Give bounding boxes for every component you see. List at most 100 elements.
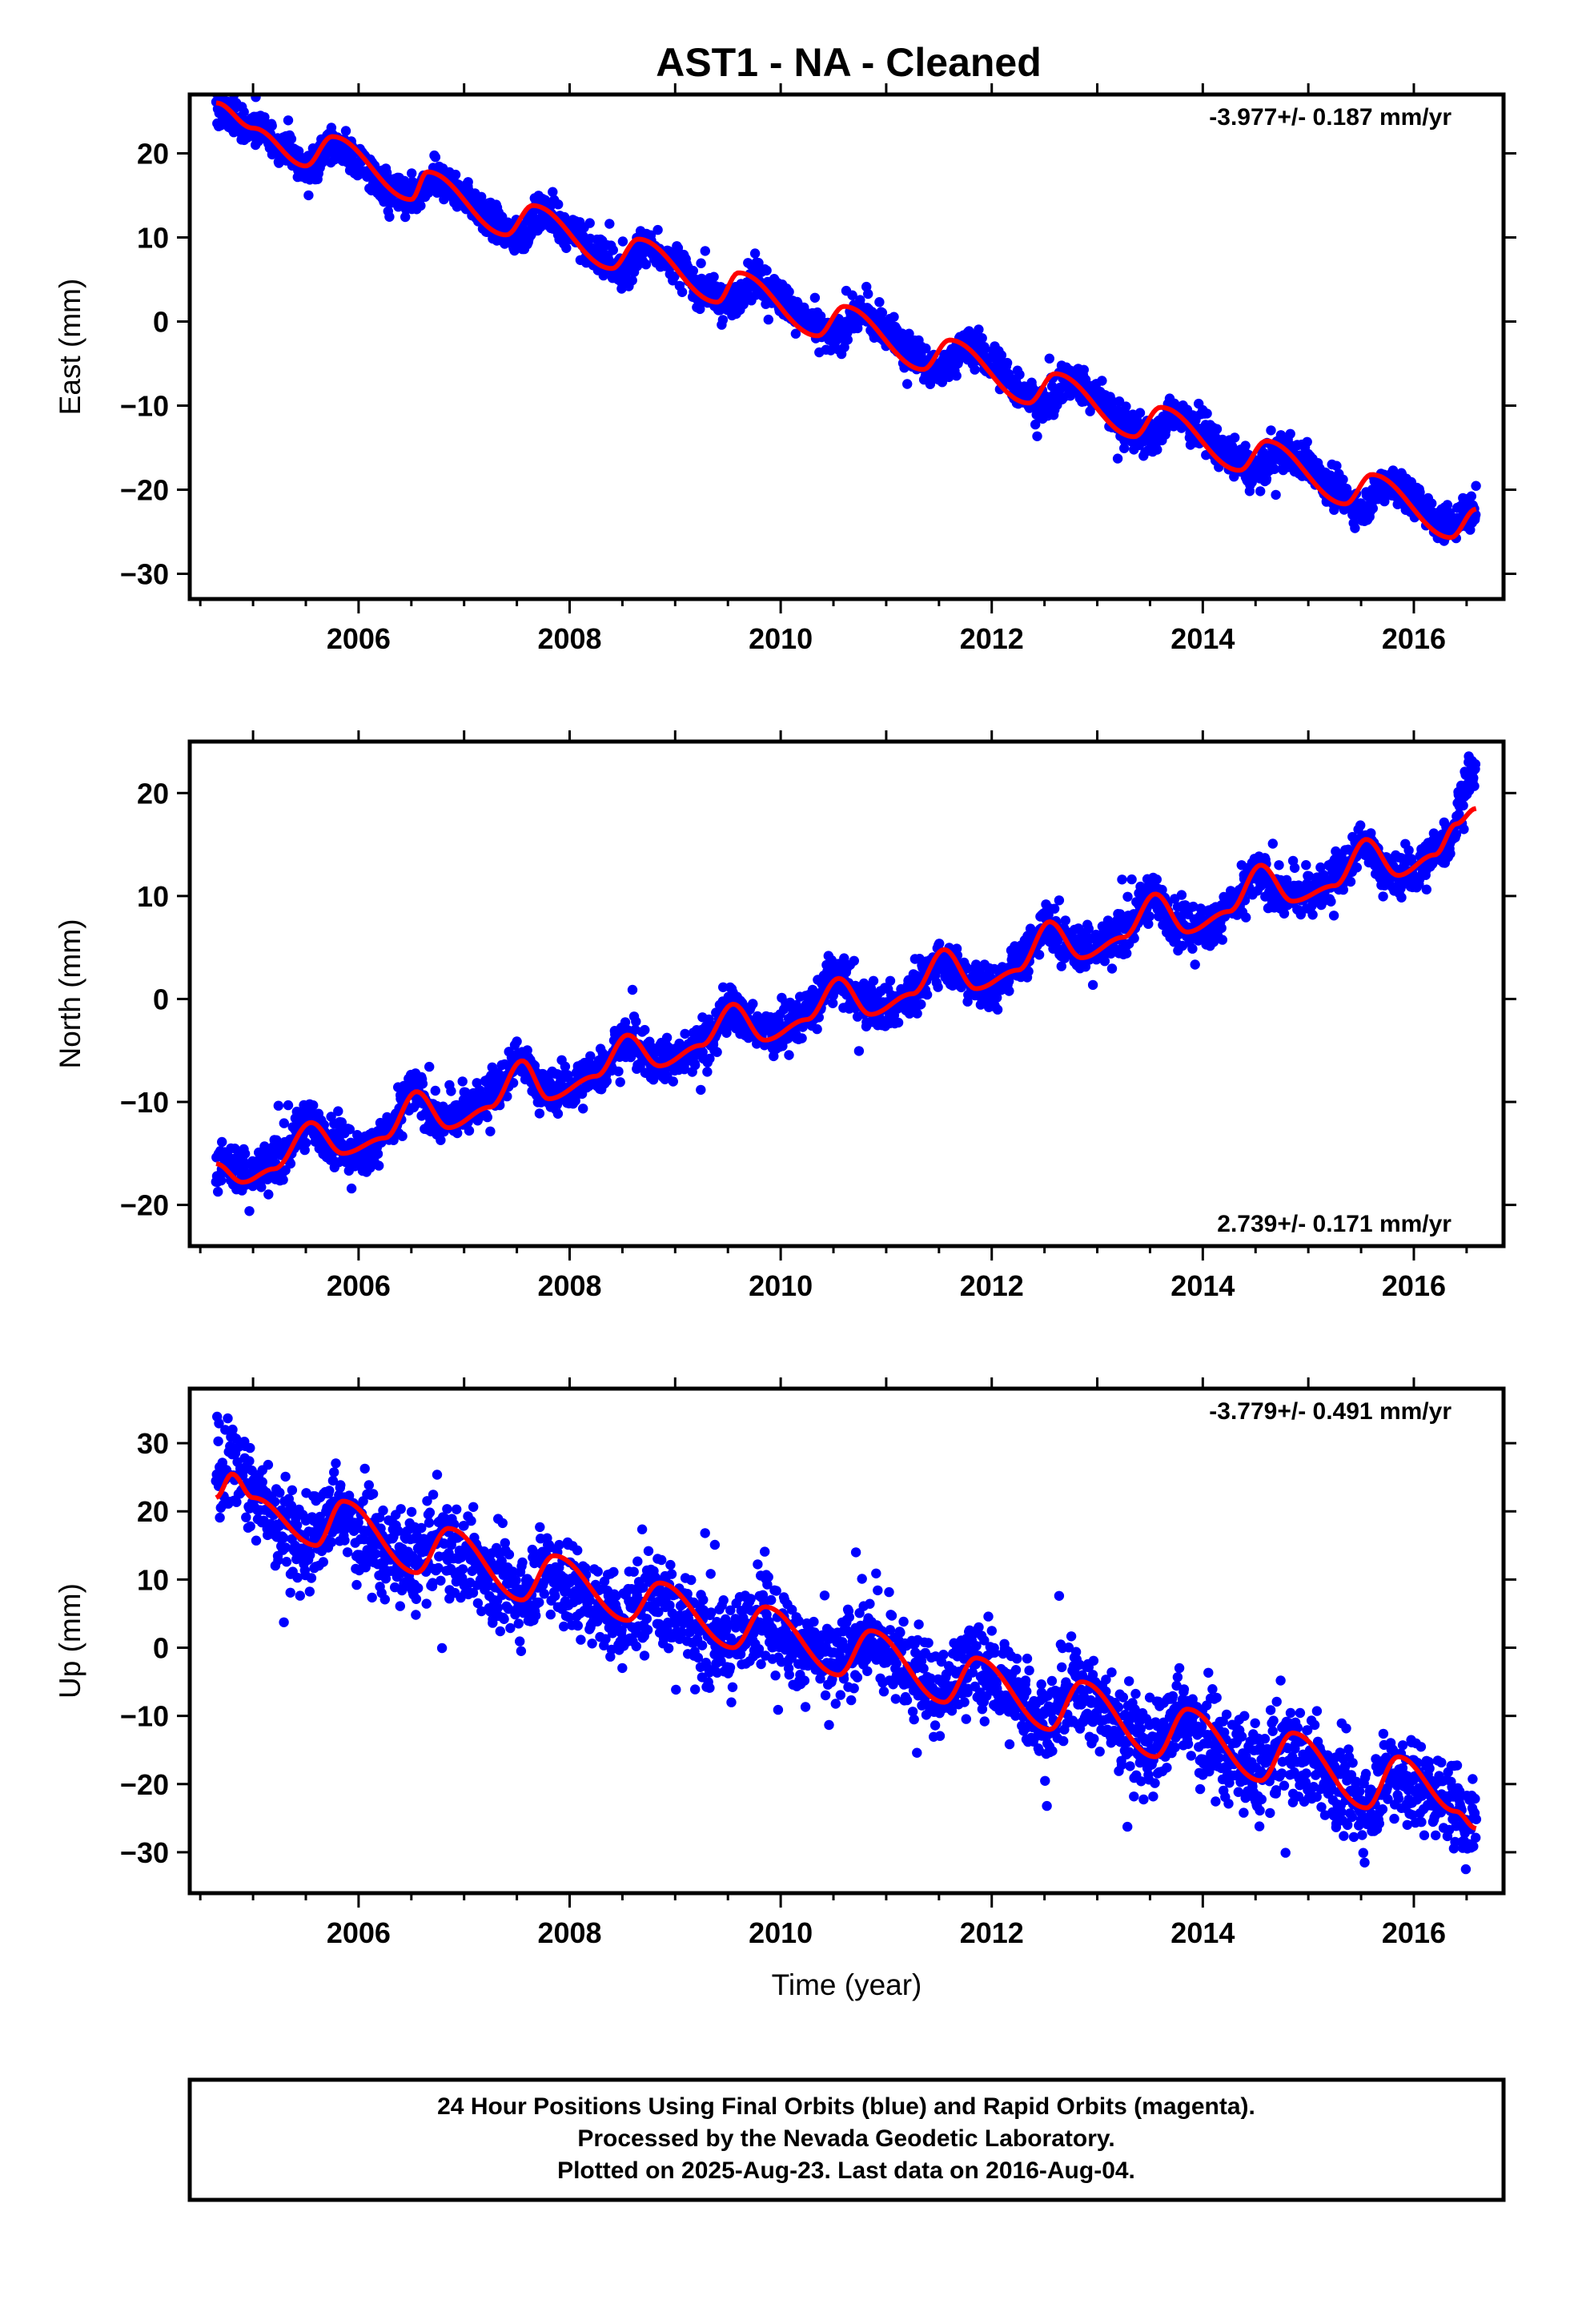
data-point (700, 246, 710, 256)
data-point (925, 379, 936, 389)
data-point (263, 1189, 274, 1200)
data-point (1285, 428, 1295, 439)
data-point (1328, 911, 1339, 921)
data-point (761, 265, 772, 275)
data-point (970, 364, 980, 375)
data-point (996, 350, 1007, 360)
data-point (436, 1135, 446, 1145)
data-point (992, 992, 1002, 1003)
data-point (690, 1059, 701, 1071)
data-point (601, 1076, 612, 1087)
data-point (283, 1100, 294, 1111)
data-point (748, 999, 758, 1009)
data-point (1187, 943, 1198, 954)
data-point (374, 1160, 384, 1171)
data-point (553, 199, 564, 210)
data-point (1032, 431, 1042, 441)
data-point (1126, 874, 1137, 885)
data-point (217, 1136, 227, 1148)
data-point (712, 1047, 722, 1057)
data-point (1303, 870, 1315, 882)
data-point (847, 290, 857, 300)
data-point (1350, 523, 1360, 533)
y-tick-label: −10 (120, 390, 169, 423)
data-point (874, 297, 885, 308)
data-point (904, 328, 914, 339)
data-point (1121, 401, 1131, 412)
data-point (1427, 498, 1437, 509)
data-point (259, 1141, 270, 1152)
panel-north: 2006 2008 2010 2012 2014 2016−20−1001020North… (54, 730, 1516, 1302)
data-point (828, 998, 838, 1009)
data-point (1442, 500, 1453, 510)
data-point (239, 107, 249, 118)
data-point (1102, 915, 1114, 926)
data-point (584, 218, 595, 228)
data-point (1176, 423, 1186, 433)
data-point (450, 169, 461, 180)
data-point (627, 984, 638, 995)
data-point (502, 1091, 512, 1102)
data-point (1326, 896, 1336, 907)
data-point (1044, 353, 1055, 364)
data-point (384, 211, 395, 222)
data-point (902, 379, 913, 389)
data-point (279, 1118, 289, 1128)
figure-title: AST1 - NA - Cleaned (656, 40, 1042, 85)
data-point (853, 323, 863, 334)
x-tick-label: 2014 (1170, 622, 1235, 655)
data-point (1112, 453, 1123, 464)
data-point (615, 1077, 625, 1088)
data-point (1338, 474, 1348, 485)
data-point (1279, 908, 1290, 919)
data-point (677, 287, 688, 297)
data-point (508, 1078, 519, 1088)
data-point (239, 1148, 251, 1159)
data-point (1266, 425, 1276, 436)
data-point (1230, 432, 1240, 443)
data-point (893, 1017, 904, 1028)
data-point (1099, 956, 1110, 967)
data-point (1267, 838, 1279, 849)
data-point (267, 120, 277, 131)
data-point (763, 314, 773, 325)
data-point (244, 1206, 255, 1216)
data-point (673, 243, 684, 253)
data-point (669, 271, 680, 282)
data-point (1056, 961, 1067, 971)
data-point (705, 1053, 715, 1064)
data-point (1331, 460, 1342, 471)
data-point (1014, 369, 1025, 380)
data-point (285, 1158, 296, 1169)
data-point (1217, 935, 1228, 945)
data-point (1129, 933, 1139, 943)
data-point (1289, 862, 1300, 874)
data-point (652, 224, 663, 235)
data-point (1301, 860, 1311, 870)
data-point (696, 1084, 706, 1096)
data-point (1176, 890, 1187, 900)
data-point (962, 963, 973, 974)
data-point (631, 1016, 641, 1027)
data-point (784, 1050, 794, 1060)
data-point (1471, 480, 1481, 491)
y-tick-label: 0 (153, 306, 169, 339)
data-point (482, 1112, 492, 1123)
y-tick-label: 20 (137, 138, 169, 171)
x-tick-label: 2010 (749, 622, 813, 655)
data-point (853, 1046, 865, 1056)
data-point (460, 1087, 471, 1098)
data-point (464, 1125, 475, 1136)
data-point (702, 1067, 713, 1077)
data-point (534, 1108, 545, 1119)
data-point (604, 219, 615, 229)
data-point (661, 1032, 673, 1043)
data-point (424, 1061, 435, 1072)
data-point (1281, 875, 1292, 886)
data-point (809, 292, 821, 303)
data-point (680, 1028, 690, 1039)
data-point (1211, 424, 1223, 434)
data-point (1202, 408, 1212, 419)
